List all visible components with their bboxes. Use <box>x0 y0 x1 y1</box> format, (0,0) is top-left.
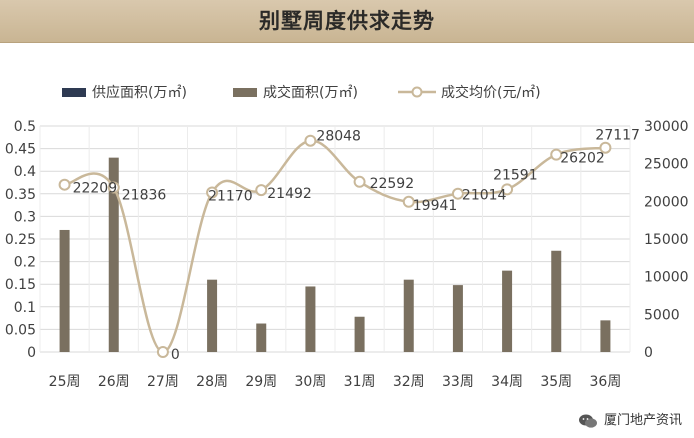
chart-area: 22209 21836 0 21170 21492 28048 22592 19941 2101… <box>0 43 694 438</box>
legend-label-deal: 成交面积(万㎡) <box>263 84 358 101</box>
legend-swatch-price-marker <box>411 86 423 98</box>
deal-bar <box>551 250 562 352</box>
price-point <box>599 141 612 154</box>
deal-bar <box>305 286 316 352</box>
price-data-label: 21492 <box>267 186 312 202</box>
y-left-tick-label: 0.5 <box>14 119 36 135</box>
legend-swatch-deal <box>233 88 257 97</box>
y-right-tick-label: 20000 <box>644 194 689 210</box>
deal-bar <box>354 316 365 352</box>
right-axis-ticks: 0 5000 10000 15000 20000 25000 30000 <box>644 119 689 361</box>
x-tick-label: 29周 <box>245 374 277 390</box>
bar-series <box>59 157 611 352</box>
y-right-tick-label: 30000 <box>644 119 689 135</box>
y-left-tick-label: 0.1 <box>14 300 36 316</box>
y-right-tick-label: 10000 <box>644 270 689 286</box>
price-point <box>501 183 514 196</box>
footer: 厦门地产资讯 <box>578 410 682 432</box>
y-left-tick-label: 0.35 <box>5 187 36 203</box>
price-point <box>304 134 317 147</box>
y-left-tick-label: 0.15 <box>5 277 36 293</box>
x-tick-label: 32周 <box>393 374 425 390</box>
deal-bar <box>207 279 218 352</box>
wechat-icon <box>578 414 597 428</box>
price-point <box>353 175 366 188</box>
y-left-tick-label: 0.05 <box>5 322 36 338</box>
title-bar <box>0 0 694 43</box>
price-point <box>206 186 219 199</box>
x-tick-label: 25周 <box>49 374 81 390</box>
x-tick-label: 35周 <box>540 374 572 390</box>
deal-bar <box>502 270 513 352</box>
y-right-tick-label: 25000 <box>644 157 689 173</box>
price-data-label: 22592 <box>370 176 415 192</box>
x-axis-ticks: 25周 26周 27周 28周 29周 30周 31周 32周 33周 34周 35周 36周 <box>49 374 622 390</box>
legend: 供应面积(万㎡) 成交面积(万㎡) 成交均价(元/㎡) <box>62 84 541 101</box>
y-left-tick-label: 0.25 <box>5 232 36 248</box>
y-left-tick-label: 0.2 <box>14 255 36 271</box>
legend-swatch-supply <box>62 88 86 97</box>
price-data-label: 21170 <box>208 189 253 205</box>
chart-title: 别墅周度供求走势 <box>259 9 435 33</box>
price-point <box>156 346 169 358</box>
grid-lines <box>39 125 631 353</box>
y-left-tick-label: 0 <box>27 345 36 361</box>
y-left-tick-label: 0.4 <box>14 164 36 180</box>
price-data-label: 21014 <box>462 188 507 204</box>
price-line-series: 22209 21836 0 21170 21492 28048 22592 199412101… <box>58 128 640 363</box>
y-right-tick-label: 15000 <box>644 232 689 248</box>
price-point <box>255 184 268 197</box>
x-tick-label: 26周 <box>98 374 130 390</box>
deal-bar <box>59 229 70 352</box>
deal-bar <box>108 157 119 352</box>
deal-bar <box>600 320 611 352</box>
x-tick-label: 30周 <box>295 374 327 390</box>
legend-label-price: 成交均价(元/㎡) <box>441 84 541 101</box>
combo-chart: 22209 21836 0 21170 21492 28048 22592 199412101… <box>5 84 689 390</box>
price-data-label: 21836 <box>122 188 167 204</box>
price-data-label: 22209 <box>73 181 118 197</box>
price-point <box>402 195 415 208</box>
deal-bar <box>452 285 463 352</box>
y-left-tick-label: 0.3 <box>14 209 36 225</box>
legend-label-supply: 供应面积(万㎡) <box>92 84 187 101</box>
price-point <box>451 187 464 200</box>
price-data-label: 19941 <box>413 198 458 214</box>
y-right-tick-label: 5000 <box>644 307 680 323</box>
y-left-tick-label: 0.45 <box>5 142 36 158</box>
price-data-label: 26202 <box>560 151 605 167</box>
x-tick-label: 31周 <box>344 374 376 390</box>
price-point <box>107 181 120 194</box>
price-point <box>550 148 563 161</box>
price-data-label: 27117 <box>595 128 640 144</box>
x-tick-label: 36周 <box>590 374 622 390</box>
price-data-label: 28048 <box>316 129 361 145</box>
x-tick-label: 27周 <box>147 374 179 390</box>
x-tick-label: 33周 <box>442 374 474 390</box>
left-axis-ticks: 0 0.05 0.1 0.15 0.2 0.25 0.3 0.35 0.4 0.45 0.5 <box>5 119 36 361</box>
deal-bar <box>403 279 414 352</box>
price-point <box>58 178 71 191</box>
x-tick-label: 28周 <box>196 374 228 390</box>
y-right-tick-label: 0 <box>644 345 653 361</box>
price-data-label: 21591 <box>493 167 538 183</box>
deal-bar <box>256 323 267 352</box>
x-tick-label: 34周 <box>491 374 523 390</box>
footer-text: 厦门地产资讯 <box>603 413 682 428</box>
price-data-label: 0 <box>171 347 180 363</box>
